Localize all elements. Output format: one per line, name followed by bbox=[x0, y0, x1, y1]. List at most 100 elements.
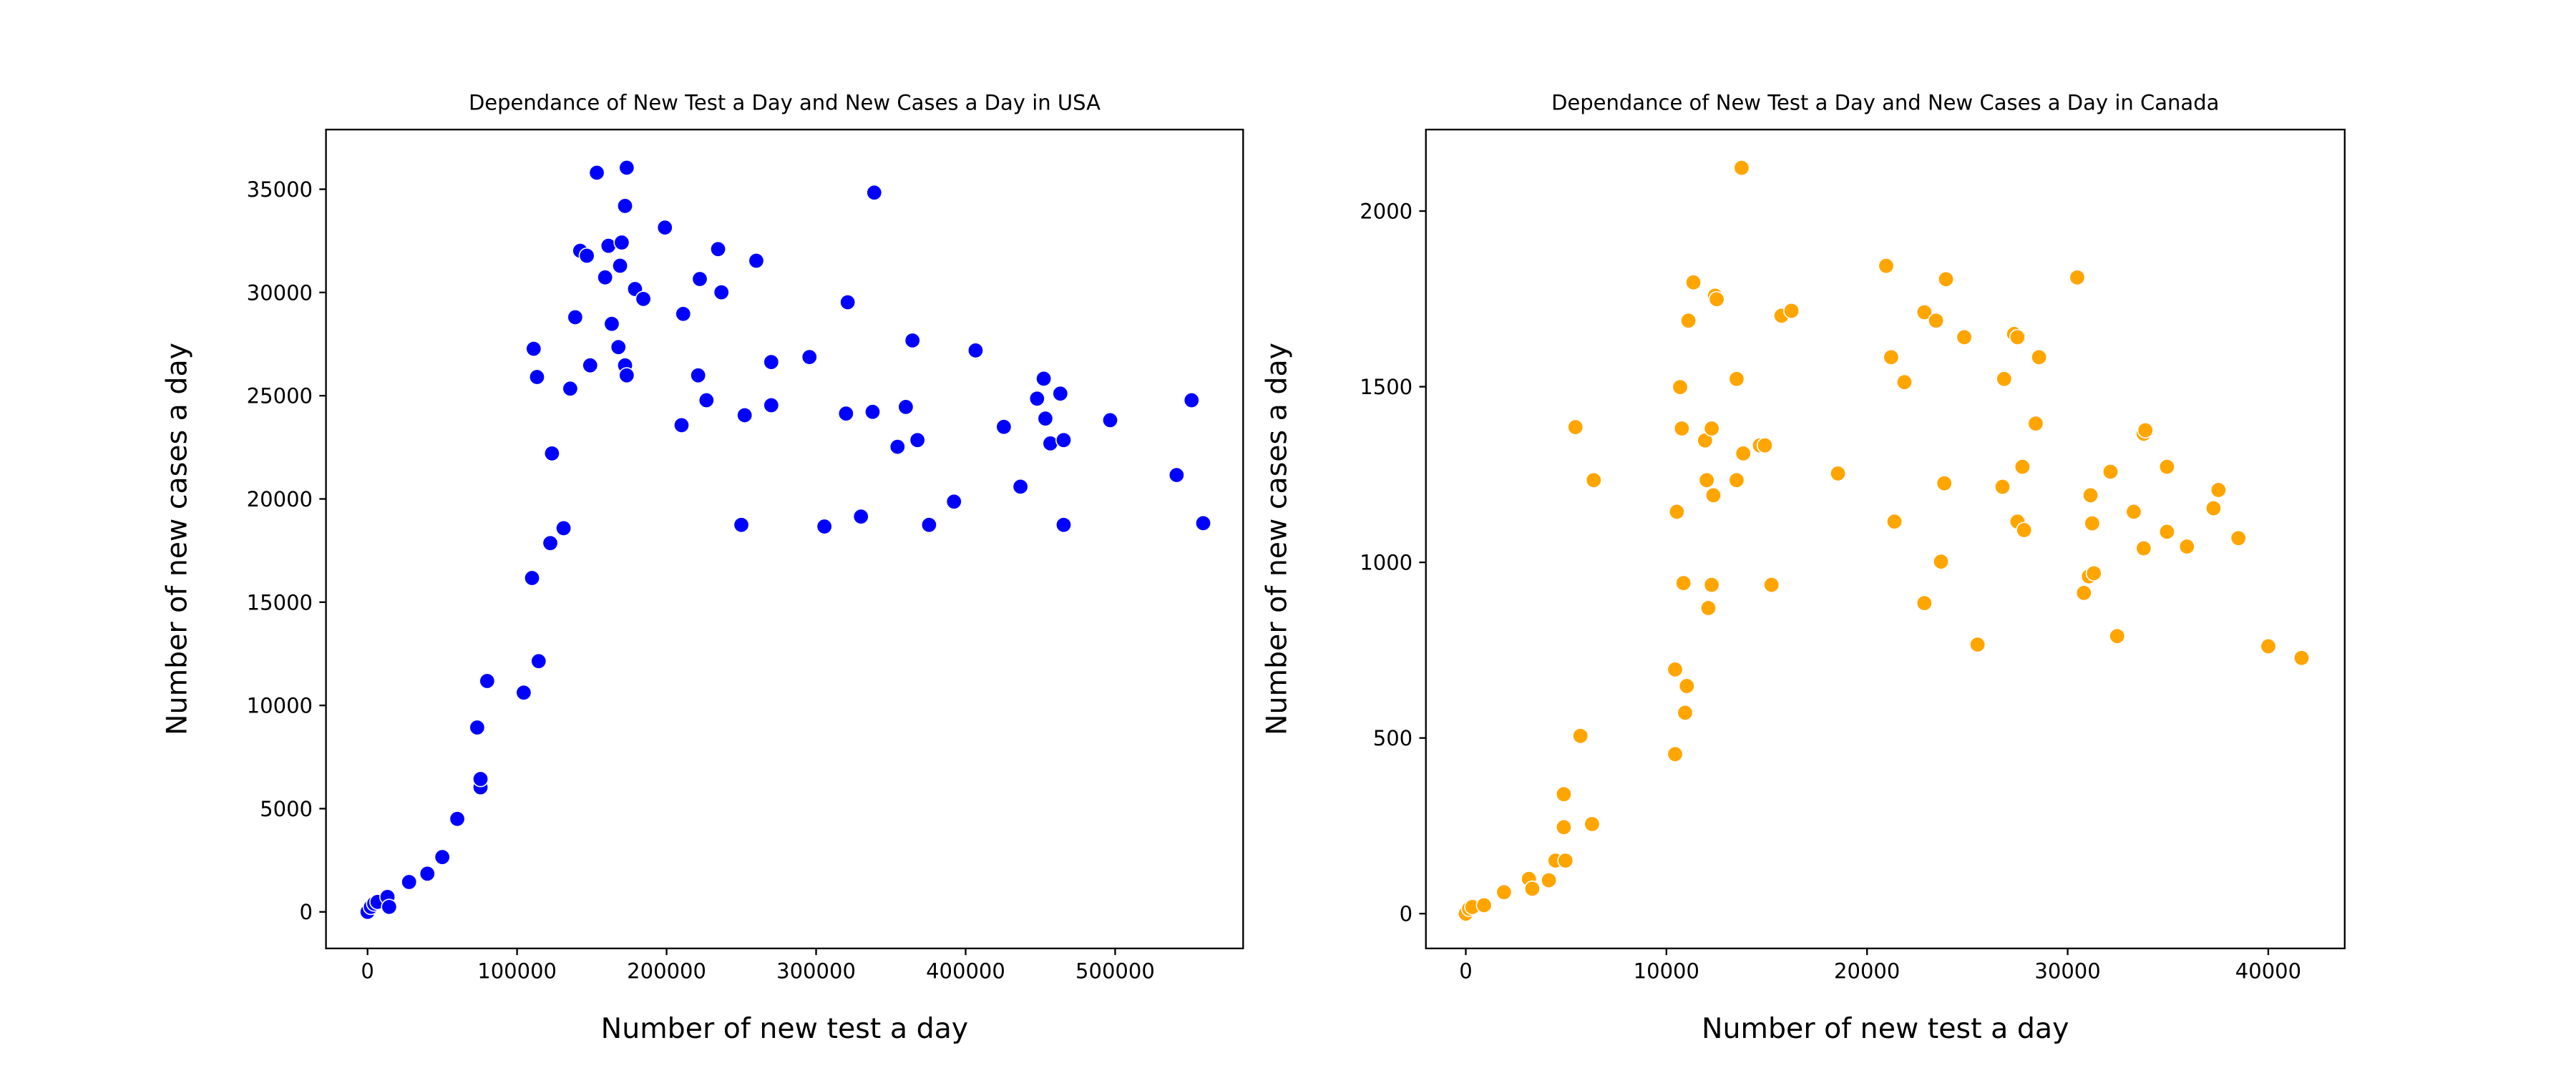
point bbox=[656, 219, 673, 236]
point bbox=[1668, 503, 1685, 520]
point bbox=[2085, 564, 2102, 582]
y-axis-label: Number of new cases a day bbox=[161, 343, 194, 735]
point bbox=[1475, 896, 1493, 913]
point bbox=[1675, 574, 1692, 592]
point bbox=[635, 290, 652, 308]
point bbox=[2075, 584, 2092, 602]
point bbox=[2125, 503, 2142, 520]
point bbox=[1969, 636, 1986, 653]
point bbox=[2205, 500, 2222, 517]
point bbox=[920, 516, 937, 534]
y-tick-label: 30000 bbox=[247, 280, 313, 305]
point bbox=[837, 405, 854, 422]
point bbox=[713, 284, 730, 301]
point bbox=[469, 719, 486, 736]
point bbox=[2260, 638, 2277, 655]
chart-title: Dependance of New Test a Day and New Cas… bbox=[469, 90, 1101, 114]
point bbox=[1584, 815, 1601, 833]
point bbox=[2014, 459, 2031, 476]
point bbox=[866, 184, 883, 201]
point bbox=[2102, 463, 2119, 480]
x-tick-label: 400000 bbox=[926, 959, 1005, 984]
point bbox=[578, 248, 595, 265]
point bbox=[1928, 312, 1945, 329]
point bbox=[1685, 274, 1702, 291]
point bbox=[816, 518, 833, 535]
point bbox=[2135, 540, 2152, 557]
point bbox=[472, 770, 489, 788]
point bbox=[967, 342, 984, 359]
x-tick-label: 100000 bbox=[477, 959, 557, 984]
point bbox=[1933, 553, 1950, 570]
panel: 0 10000 20000 30000 40000 0 500 1000 1500 2000 Dep… bbox=[1261, 90, 2346, 1045]
point bbox=[1055, 431, 1072, 449]
point bbox=[1783, 303, 1800, 320]
point bbox=[1555, 818, 1572, 836]
point bbox=[1678, 677, 1695, 695]
point bbox=[381, 898, 398, 916]
point bbox=[675, 305, 692, 323]
point bbox=[1028, 390, 1045, 407]
y-tick-label: 500 bbox=[1373, 726, 1413, 750]
point bbox=[1830, 465, 1847, 482]
y-tick-label: 1000 bbox=[1360, 551, 1413, 575]
y-tick-label: 5000 bbox=[260, 797, 313, 821]
x-tick-label: 0 bbox=[361, 959, 374, 984]
point bbox=[1698, 471, 1715, 489]
x-tick-label: 200000 bbox=[627, 959, 706, 984]
point bbox=[852, 508, 869, 525]
point bbox=[525, 340, 542, 358]
point bbox=[2230, 529, 2247, 547]
point bbox=[1938, 270, 1955, 288]
point bbox=[530, 652, 547, 670]
point bbox=[617, 197, 634, 215]
point bbox=[612, 257, 629, 274]
point bbox=[864, 403, 881, 421]
y-tick-label: 25000 bbox=[247, 384, 313, 408]
point bbox=[562, 380, 579, 397]
x-tick-label: 30000 bbox=[2034, 959, 2100, 984]
point bbox=[588, 164, 605, 181]
point bbox=[1673, 420, 1690, 437]
x-tick-label: 10000 bbox=[1634, 959, 1699, 984]
point bbox=[1733, 160, 1750, 177]
point bbox=[763, 353, 780, 371]
point bbox=[995, 418, 1013, 436]
point bbox=[567, 308, 584, 325]
point bbox=[1680, 312, 1697, 329]
point bbox=[1994, 479, 2011, 496]
point bbox=[582, 357, 599, 374]
point bbox=[603, 315, 620, 333]
point bbox=[691, 270, 708, 288]
point bbox=[401, 873, 418, 891]
point bbox=[698, 392, 715, 409]
point bbox=[733, 516, 750, 534]
axes-frame bbox=[1425, 128, 2346, 950]
point bbox=[1708, 290, 1725, 308]
point bbox=[673, 416, 690, 433]
point bbox=[909, 431, 926, 449]
y-tick-label: 0 bbox=[1400, 902, 1413, 926]
point bbox=[1735, 445, 1752, 462]
point bbox=[597, 269, 614, 286]
point bbox=[710, 240, 727, 258]
point bbox=[889, 438, 906, 456]
point bbox=[2016, 521, 2033, 539]
point bbox=[524, 569, 541, 587]
point bbox=[2031, 348, 2048, 366]
point bbox=[1168, 466, 1185, 484]
point bbox=[434, 848, 451, 866]
point bbox=[1496, 883, 1513, 901]
point bbox=[2084, 515, 2101, 532]
point bbox=[690, 367, 707, 384]
point bbox=[618, 159, 635, 176]
point bbox=[555, 519, 572, 536]
point bbox=[1677, 704, 1694, 721]
x-tick-label: 40000 bbox=[2235, 959, 2301, 984]
point bbox=[2109, 627, 2126, 645]
point bbox=[897, 398, 914, 416]
point bbox=[1763, 577, 1780, 594]
x-axis-label: Number of new test a day bbox=[1702, 1012, 2069, 1045]
point bbox=[479, 672, 496, 690]
